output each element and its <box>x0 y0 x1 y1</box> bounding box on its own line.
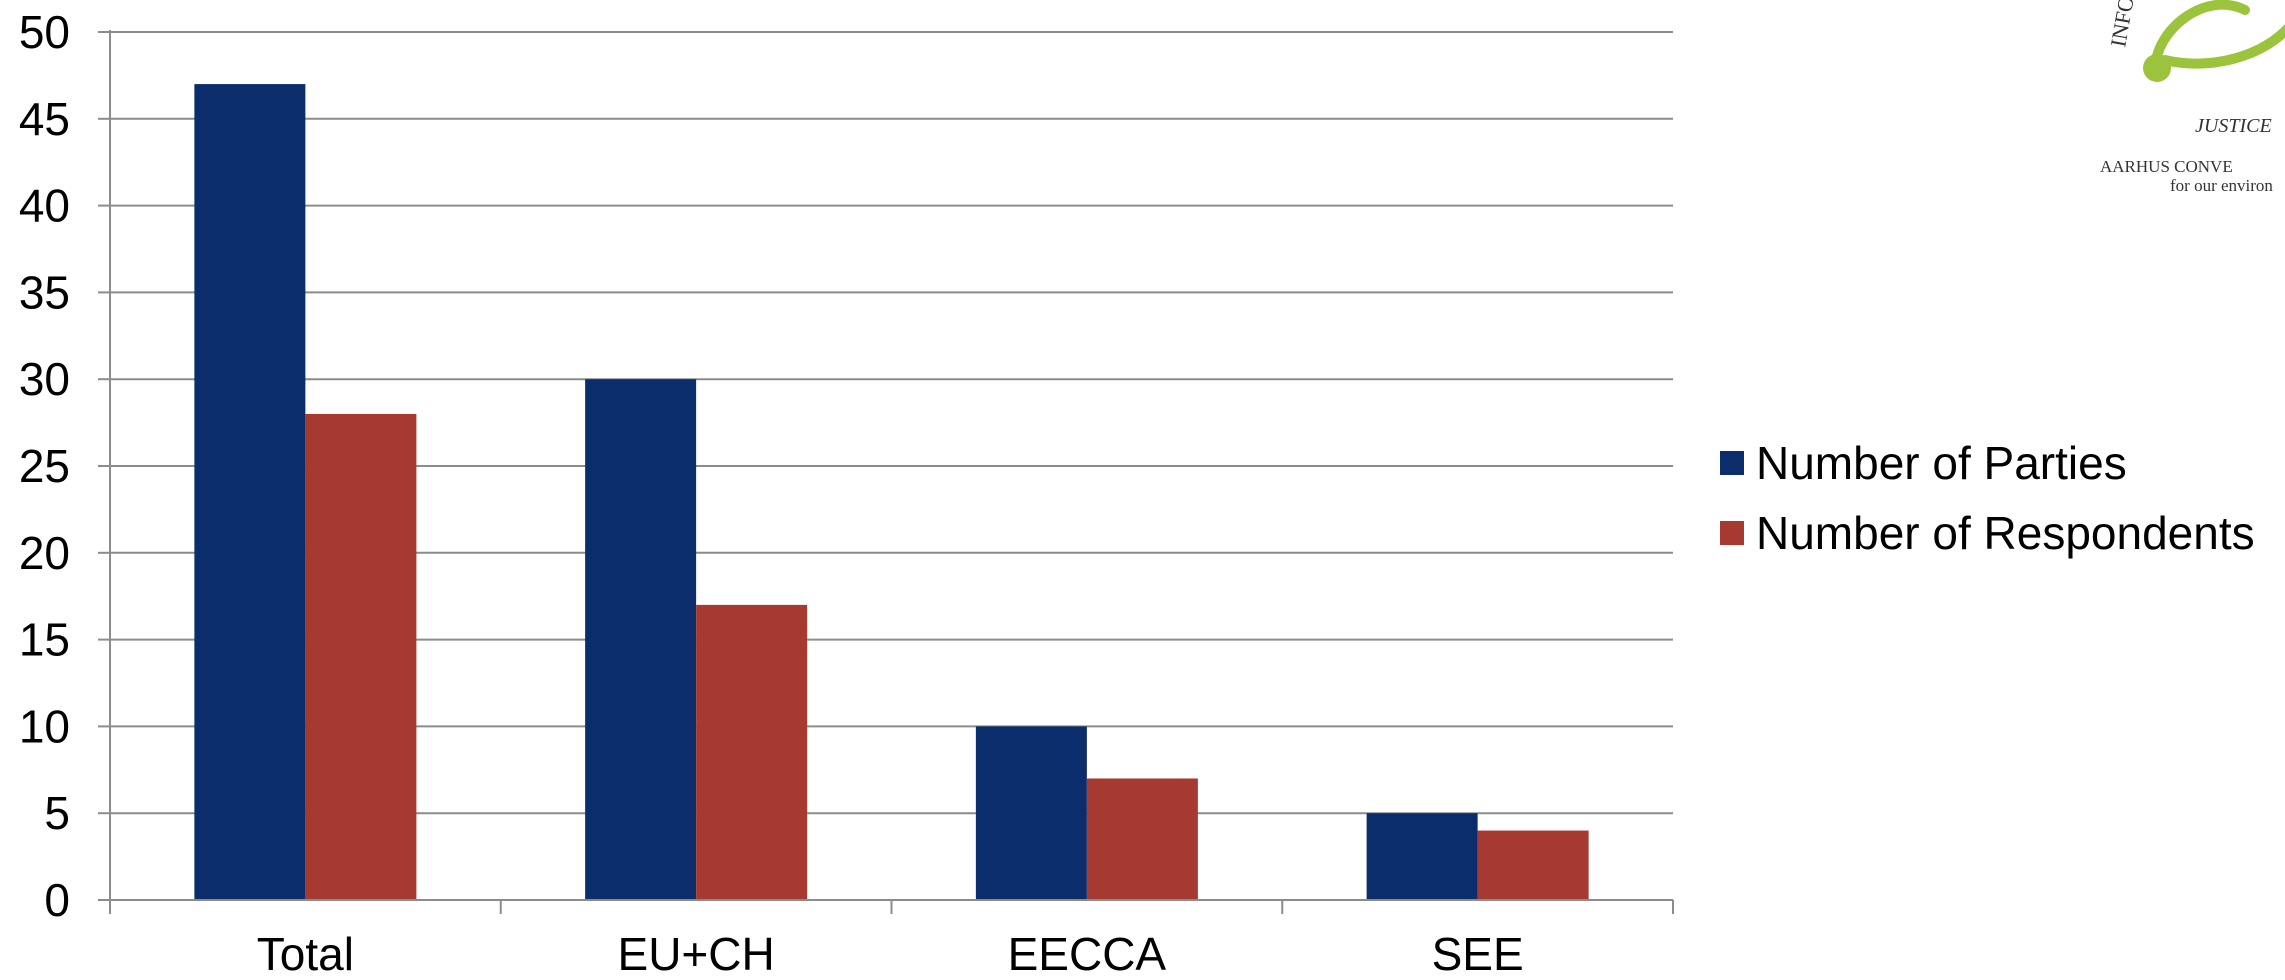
y-tick-label: 20 <box>19 527 70 579</box>
y-tick-label: 40 <box>19 180 70 232</box>
legend-label-parties: Number of Parties <box>1756 437 2127 489</box>
bar-parties-eu-ch <box>585 379 697 900</box>
bar-respondents-eu-ch <box>696 604 808 900</box>
legend: Number of Parties Number of Respondents <box>1720 428 2255 568</box>
bar-respondents-total <box>305 413 417 900</box>
legend-item-respondents: Number of Respondents <box>1720 498 2255 568</box>
x-tick-label: SEE <box>1432 928 1524 980</box>
y-tick-label: 0 <box>44 874 70 926</box>
logo-text-mid: JUSTICE <box>2195 115 2272 137</box>
y-tick-label: 5 <box>44 787 70 839</box>
x-tick-label: Total <box>257 928 354 980</box>
legend-swatch-parties <box>1720 451 1744 475</box>
logo-text-top: INFO <box>2105 0 2139 49</box>
logo-text-line1: AARHUS CONVE <box>2100 157 2233 176</box>
y-tick-label: 50 <box>19 6 70 58</box>
x-tick-labels: Total EU+CH EECCA SEE <box>257 928 1524 980</box>
bar-parties-total <box>194 84 306 900</box>
bar-parties-eecca <box>975 726 1087 900</box>
axes <box>98 30 1674 914</box>
bar-chart: 0 5 10 15 20 25 30 35 40 45 50 Total EU+CH EECCA SEE <box>19 6 1674 980</box>
y-tick-label: 15 <box>19 614 70 666</box>
x-tick-label: EU+CH <box>618 928 775 980</box>
x-tick-label: EECCA <box>1008 928 1167 980</box>
legend-item-parties: Number of Parties <box>1720 428 2255 498</box>
legend-swatch-respondents <box>1720 521 1744 545</box>
legend-label-respondents: Number of Respondents <box>1756 507 2255 559</box>
bar-respondents-see <box>1477 830 1589 900</box>
bar-respondents-eecca <box>1086 778 1198 900</box>
y-tick-labels: 0 5 10 15 20 25 30 35 40 45 50 <box>19 6 70 926</box>
y-tick-label: 30 <box>19 353 70 405</box>
logo-text-line2: for our environ <box>2170 176 2273 195</box>
aarhus-convention-logo: INFO JUSTICE AARHUS CONVE for our enviro… <box>2085 0 2285 200</box>
y-tick-label: 35 <box>19 266 70 318</box>
bar-parties-see <box>1366 813 1478 900</box>
y-tick-label: 25 <box>19 440 70 492</box>
y-tick-label: 10 <box>19 700 70 752</box>
bars <box>194 84 1589 900</box>
y-tick-label: 45 <box>19 93 70 145</box>
